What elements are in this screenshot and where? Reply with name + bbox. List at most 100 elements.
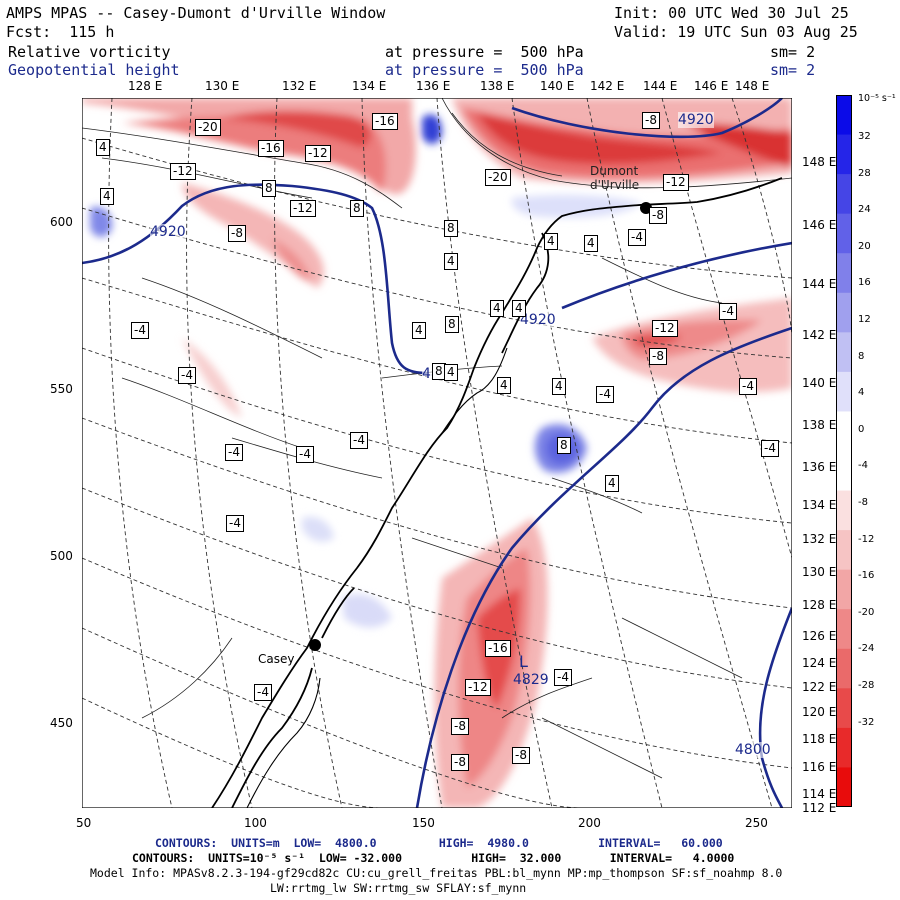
vorticity-contour-label: -16 — [372, 113, 398, 130]
vorticity-contour-label: 8 — [444, 220, 458, 237]
vorticity-contour-label: -4 — [296, 446, 314, 463]
colorbar-swatch — [836, 767, 852, 807]
vorticity-contour-label: 4 — [444, 253, 458, 270]
vorticity-contour-label: 4 — [497, 377, 511, 394]
vorticity-contour-label: 4 — [96, 139, 110, 156]
casey-station-marker — [309, 639, 321, 651]
right-lon-label: 116 E — [802, 760, 837, 774]
right-lon-label: 120 E — [802, 705, 837, 719]
colorbar-swatch — [836, 371, 852, 412]
y-tick-label: 550 — [50, 382, 73, 396]
vorticity-contour-label: -4 — [178, 367, 196, 384]
colorbar-swatch — [836, 253, 852, 294]
vorticity-contour-label: 8 — [262, 180, 276, 197]
height-contour-label: 4800 — [735, 742, 771, 758]
colorbar-label: -16 — [858, 570, 875, 582]
field1-name: Relative vorticity — [8, 43, 171, 61]
y-tick-label: 500 — [50, 549, 73, 563]
vorticity-height-map — [82, 98, 792, 808]
colorbar-label: -24 — [858, 643, 875, 655]
colorbar-swatch — [836, 134, 852, 175]
y-tick-label: 600 — [50, 215, 73, 229]
vorticity-contour-label: 4 — [584, 235, 598, 252]
x-tick-label: 250 — [745, 816, 768, 830]
vorticity-contour-label: -4 — [596, 386, 614, 403]
colorbar-label: 4 — [858, 387, 865, 399]
right-lon-label: 122 E — [802, 680, 837, 694]
forecast-hour: Fcst: 115 h — [6, 23, 115, 41]
height-contour-label: 4920 — [520, 312, 556, 328]
colorbar-swatch — [836, 332, 852, 373]
vorticity-contour-label: -12 — [170, 163, 196, 180]
colorbar-label: 8 — [858, 350, 865, 362]
right-lon-label: 130 E — [802, 565, 837, 579]
model-title: AMPS MPAS -- Casey-Dumont d'Urville Wind… — [6, 4, 386, 22]
colorbar-label: 16 — [858, 277, 871, 289]
right-lon-label: 138 E — [802, 418, 837, 432]
field2-smoothing: sm= 2 — [770, 61, 816, 79]
top-lon-label: 146 E — [694, 79, 729, 93]
colorbar-unit: 10⁻⁵ s⁻¹ — [858, 93, 896, 104]
colorbar-swatch — [836, 648, 852, 689]
vorticity-contour-label: -4 — [225, 444, 243, 461]
height-low-marker: L — [519, 652, 528, 671]
right-lon-label: 112 E — [802, 801, 837, 815]
colorbar-swatch — [836, 490, 852, 531]
colorbar-swatch — [836, 451, 852, 492]
right-lon-label: 126 E — [802, 629, 837, 643]
x-tick-label: 200 — [578, 816, 601, 830]
colorbar-label: 12 — [858, 314, 871, 325]
vorticity-contour-label: -4 — [761, 440, 779, 457]
height-low-value: 4829 — [513, 672, 549, 688]
colorbar-swatch — [836, 609, 852, 650]
coastline — [211, 177, 783, 808]
station-label-casey: Casey — [258, 652, 295, 666]
field2-level: at pressure = 500 hPa — [385, 61, 584, 79]
footer-model-info: Model Info: MPASv8.2.3-194-gf29cd82c CU:… — [90, 866, 783, 880]
footer-vorticity-contours: CONTOURS: UNITS=10⁻⁵ s⁻¹ LOW= -32.000 HI… — [132, 851, 735, 865]
vorticity-contour-label: -4 — [719, 303, 737, 320]
top-lon-label: 130 E — [205, 79, 240, 93]
vorticity-contour-label: -4 — [739, 378, 757, 395]
vorticity-contour-label: -4 — [350, 432, 368, 449]
vorticity-colorbar — [836, 95, 852, 807]
vorticity-contour-label: -4 — [131, 322, 149, 339]
field1-level: at pressure = 500 hPa — [385, 43, 584, 61]
height-contour-label: 4920 — [678, 112, 714, 128]
footer-model-info-2: LW:rrtmg_lw SW:rrtmg_sw SFLAY:sf_mynn — [270, 881, 527, 895]
colorbar-label: -28 — [858, 680, 875, 691]
colorbar-label: 32 — [858, 131, 871, 142]
vorticity-contour-label: -8 — [451, 718, 469, 735]
valid-time: Valid: 19 UTC Sun 03 Aug 25 — [614, 23, 858, 41]
right-lon-label: 142 E — [802, 328, 837, 342]
top-lon-label: 144 E — [643, 79, 678, 93]
right-lon-label: 132 E — [802, 532, 837, 546]
right-lon-label: 128 E — [802, 598, 837, 612]
vorticity-contour-label: -4 — [628, 229, 646, 246]
vorticity-contour-label: -12 — [290, 200, 316, 217]
vorticity-contour-label: 4 — [444, 364, 458, 381]
vorticity-contour-label: -8 — [649, 348, 667, 365]
footer-height-contours: CONTOURS: UNITS=m LOW= 4800.0 HIGH= 4980… — [155, 836, 723, 850]
right-lon-label: 134 E — [802, 498, 837, 512]
colorbar-swatch — [836, 727, 852, 768]
geopotential-height-contours — [82, 98, 792, 808]
right-lon-label: 118 E — [802, 732, 837, 746]
top-lon-label: 140 E — [540, 79, 575, 93]
vorticity-contour-label: -8 — [649, 207, 667, 224]
init-time: Init: 00 UTC Wed 30 Jul 25 — [614, 4, 849, 22]
vorticity-contour-label: 4 — [412, 322, 426, 339]
colorbar-swatch — [836, 292, 852, 333]
station-label-durville: Dumont d'Urville — [590, 164, 640, 192]
vorticity-contour-label: -16 — [485, 640, 511, 657]
colorbar-label: 0 — [858, 423, 865, 435]
vorticity-contour-label: 8 — [557, 437, 571, 454]
colorbar-label: 24 — [858, 204, 871, 216]
top-lon-label: 142 E — [590, 79, 625, 93]
x-tick-label: 150 — [412, 816, 435, 830]
top-lon-label: 132 E — [282, 79, 317, 93]
colorbar-swatch — [836, 213, 852, 254]
vorticity-contour-label: -4 — [554, 669, 572, 686]
top-lon-label: 148 E — [735, 79, 770, 93]
vorticity-contour-label: -12 — [663, 174, 689, 191]
